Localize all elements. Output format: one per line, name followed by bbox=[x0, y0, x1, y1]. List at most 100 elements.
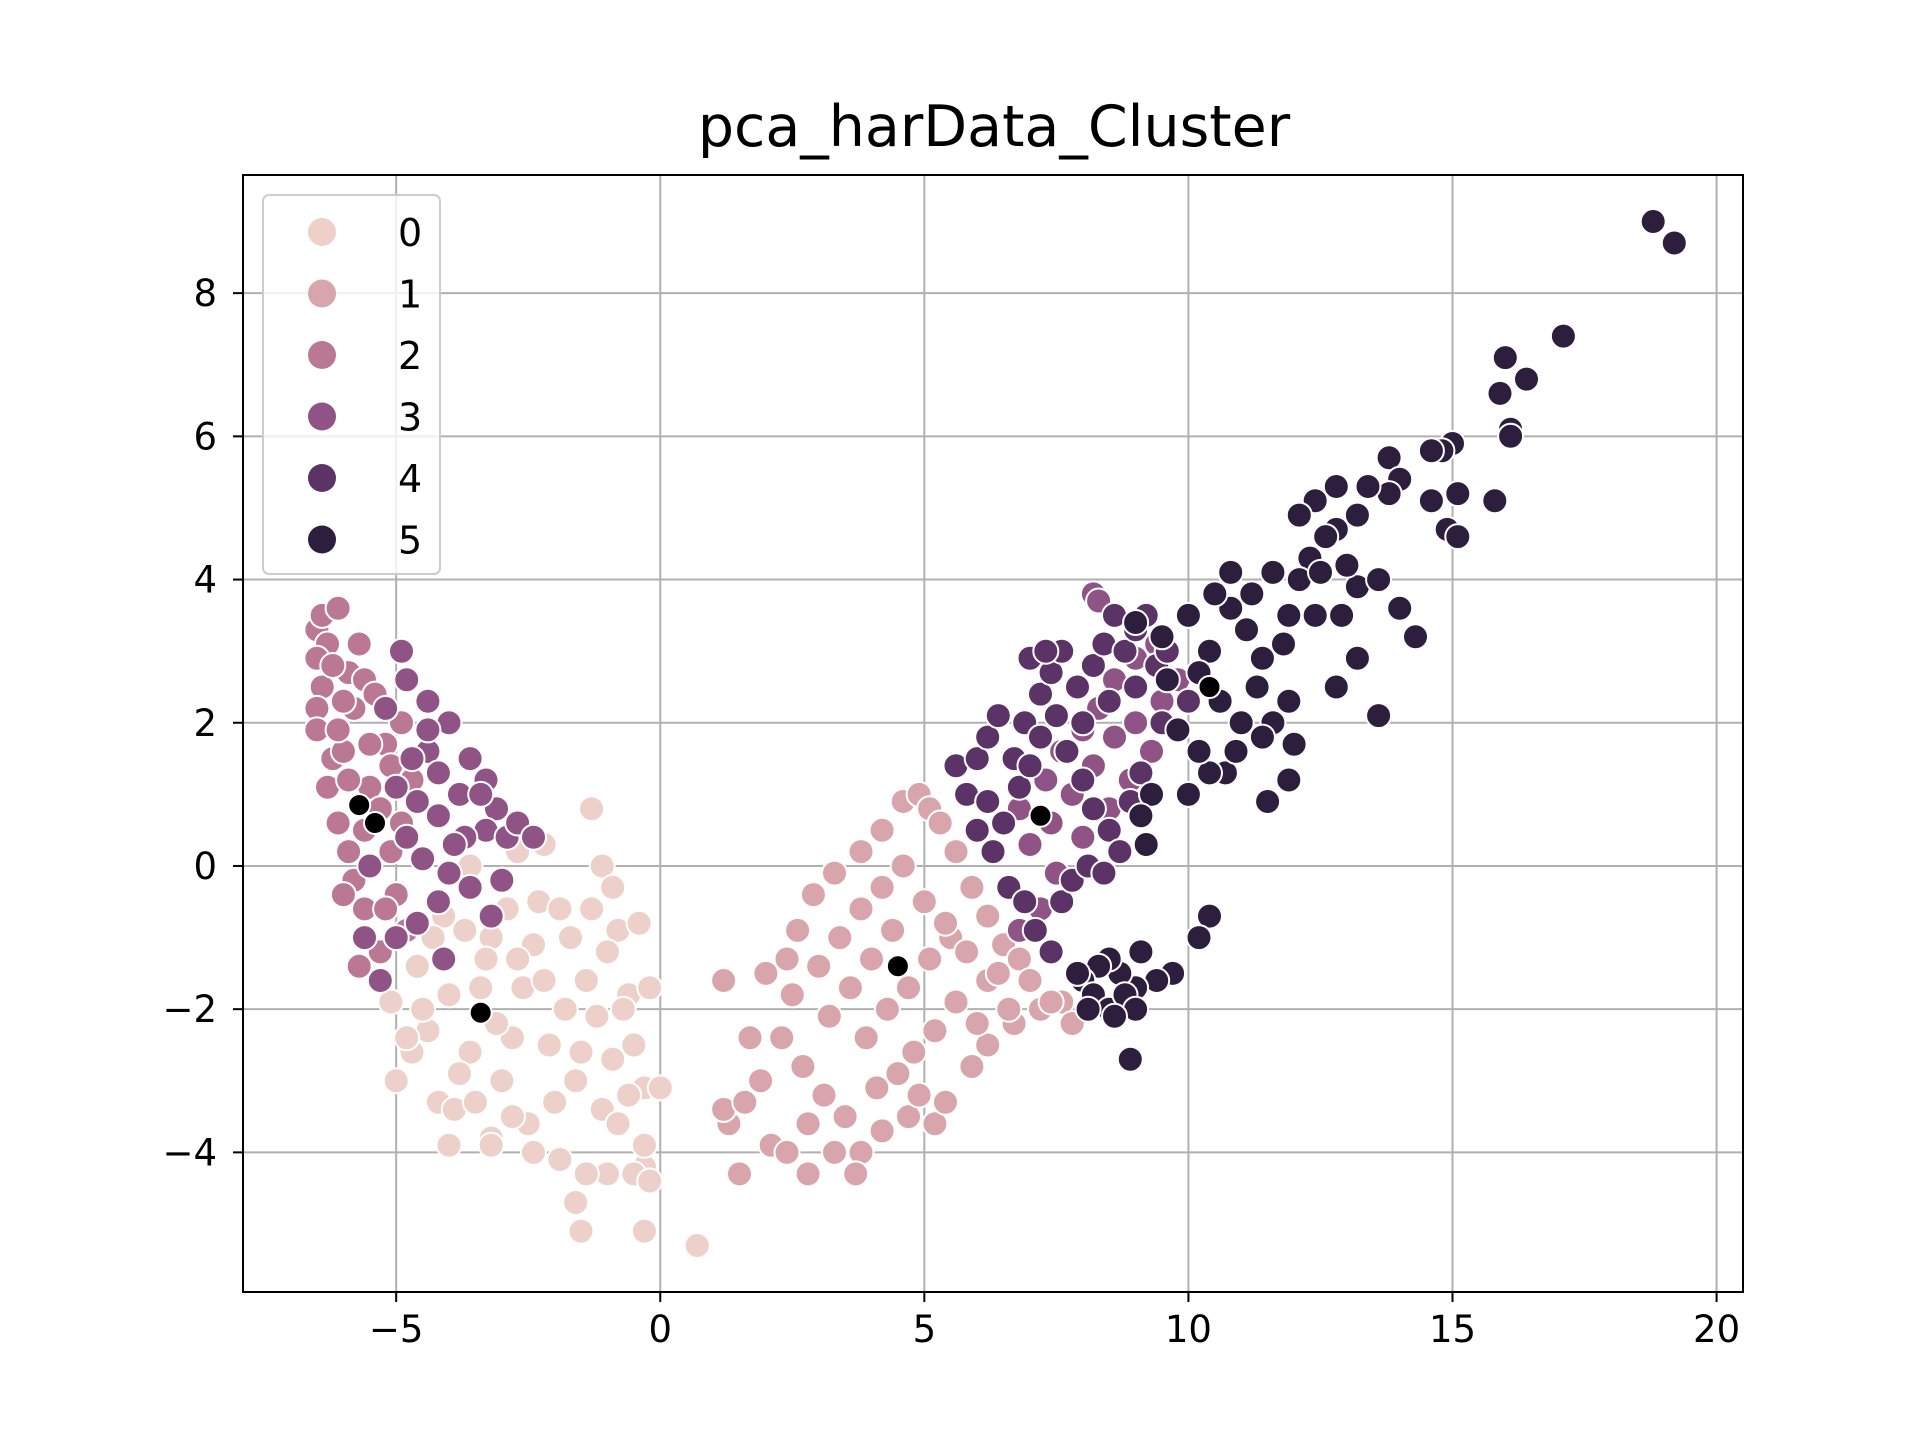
data-point bbox=[388, 637, 415, 665]
centroid-point bbox=[468, 1000, 493, 1025]
data-point bbox=[1095, 687, 1123, 715]
data-point bbox=[557, 924, 584, 952]
data-point bbox=[1365, 702, 1393, 730]
data-point bbox=[477, 902, 505, 930]
data-point bbox=[1122, 673, 1150, 701]
y-tick-label: 4 bbox=[193, 559, 217, 602]
data-point bbox=[1101, 723, 1128, 751]
y-tick-label: −4 bbox=[162, 1131, 217, 1174]
data-point bbox=[1280, 730, 1308, 758]
data-point bbox=[736, 1024, 764, 1052]
data-point bbox=[1227, 709, 1255, 737]
data-point bbox=[1444, 480, 1472, 508]
data-point bbox=[541, 1088, 569, 1116]
centroid-point bbox=[1197, 675, 1222, 699]
data-point bbox=[1322, 473, 1350, 500]
data-point bbox=[345, 952, 373, 980]
data-point bbox=[990, 809, 1018, 837]
data-point bbox=[879, 916, 907, 944]
data-point bbox=[974, 788, 1002, 815]
data-point bbox=[1238, 580, 1266, 608]
data-point bbox=[1032, 637, 1060, 665]
data-point bbox=[932, 909, 959, 937]
series-0-points bbox=[377, 795, 711, 1259]
data-point bbox=[1243, 673, 1271, 701]
data-point bbox=[1064, 959, 1091, 987]
data-point bbox=[810, 1081, 838, 1109]
data-point bbox=[905, 1081, 933, 1109]
series-1-points bbox=[710, 780, 1086, 1188]
centroid-point bbox=[363, 811, 387, 835]
data-point bbox=[1201, 580, 1229, 608]
data-point bbox=[1122, 609, 1150, 636]
data-point bbox=[588, 852, 616, 880]
data-point bbox=[414, 687, 442, 715]
data-point bbox=[504, 945, 532, 973]
scatter-points bbox=[303, 208, 1688, 1259]
data-point bbox=[604, 1110, 632, 1138]
legend-label: 4 bbox=[398, 457, 422, 501]
data-point bbox=[1259, 558, 1287, 586]
data-point bbox=[630, 1217, 658, 1245]
data-point bbox=[599, 873, 627, 901]
data-point bbox=[1027, 723, 1054, 751]
data-point bbox=[562, 1067, 590, 1095]
data-point bbox=[1417, 437, 1445, 465]
data-point bbox=[1270, 630, 1297, 658]
data-point bbox=[773, 1138, 801, 1166]
data-point bbox=[1185, 737, 1213, 765]
data-point bbox=[366, 967, 394, 994]
data-point bbox=[1064, 673, 1091, 701]
data-point bbox=[916, 945, 944, 973]
series-4-points bbox=[942, 601, 1202, 966]
data-point bbox=[1174, 780, 1202, 808]
x-tick-label: 20 bbox=[1693, 1308, 1740, 1351]
data-point bbox=[1079, 652, 1107, 679]
data-point bbox=[372, 895, 400, 923]
data-point bbox=[393, 666, 421, 694]
data-point bbox=[1021, 916, 1049, 944]
x-tick-label: −5 bbox=[369, 1308, 424, 1351]
data-point bbox=[794, 1110, 822, 1138]
data-point bbox=[900, 1038, 928, 1066]
data-point bbox=[953, 938, 981, 966]
data-point bbox=[1354, 473, 1382, 500]
data-point bbox=[789, 1053, 817, 1080]
data-point bbox=[1148, 623, 1176, 651]
centroid-point bbox=[347, 793, 372, 818]
y-tick-label: −2 bbox=[162, 988, 217, 1031]
data-point bbox=[1402, 623, 1429, 651]
data-point bbox=[329, 687, 357, 715]
legend-label: 1 bbox=[398, 273, 422, 317]
y-tick-label: 2 bbox=[193, 702, 217, 745]
data-point bbox=[414, 716, 442, 744]
data-point bbox=[963, 1010, 991, 1037]
data-point bbox=[335, 766, 363, 794]
data-point bbox=[377, 988, 405, 1016]
legend-label: 2 bbox=[398, 334, 422, 378]
data-point bbox=[435, 859, 463, 887]
data-point bbox=[572, 1160, 600, 1188]
data-point bbox=[451, 916, 479, 944]
x-tick-label: 0 bbox=[648, 1308, 672, 1351]
data-point bbox=[1312, 523, 1340, 551]
legend-marker bbox=[308, 402, 336, 431]
y-tick-label: 0 bbox=[193, 845, 217, 888]
data-point bbox=[895, 974, 922, 1002]
data-point bbox=[578, 795, 606, 823]
data-point bbox=[868, 1117, 896, 1145]
data-point bbox=[393, 1024, 421, 1052]
data-point bbox=[1127, 802, 1155, 830]
data-point bbox=[1090, 859, 1118, 887]
data-point bbox=[889, 852, 917, 880]
data-point bbox=[393, 823, 421, 851]
data-point bbox=[1016, 967, 1044, 994]
legend-marker bbox=[308, 525, 336, 554]
data-point bbox=[984, 959, 1012, 987]
data-point bbox=[520, 1138, 547, 1166]
data-point bbox=[1196, 637, 1223, 665]
data-point bbox=[345, 630, 373, 658]
data-point bbox=[1285, 501, 1313, 529]
data-point bbox=[836, 974, 864, 1002]
data-point bbox=[799, 881, 827, 909]
